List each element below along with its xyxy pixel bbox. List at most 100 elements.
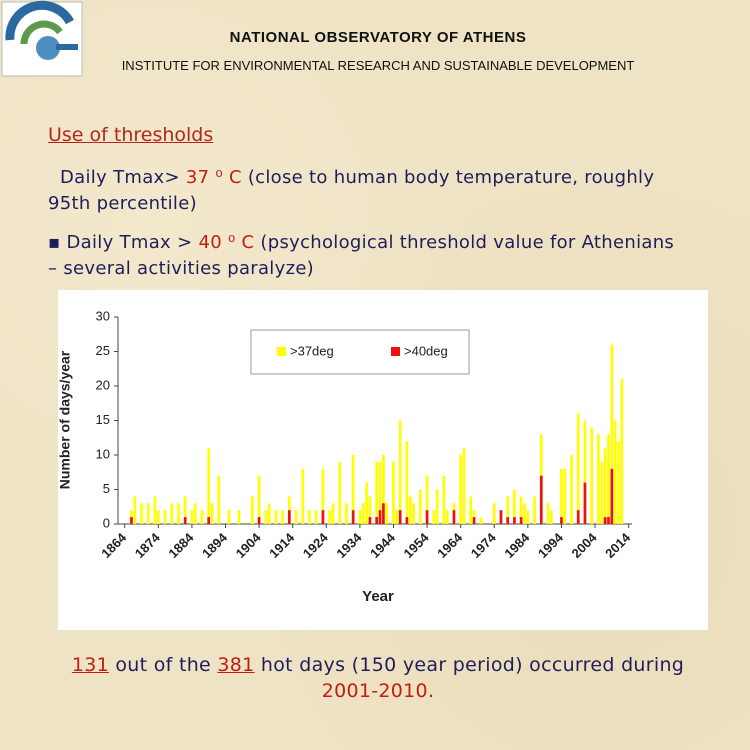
bar [398,510,402,524]
bar [351,510,355,524]
bar [301,468,305,524]
bar [130,510,133,524]
bar [610,468,614,524]
footer-text: out of the [109,654,218,676]
bar [435,489,439,524]
bar [183,496,187,524]
bullet-text: (psychological threshold value for Athen… [48,232,675,279]
bar [190,510,194,524]
count: 381 [217,654,255,676]
bar [600,461,604,524]
bar [287,510,291,524]
legend-label: >40deg [404,343,448,358]
x-tick-label: 1924 [300,529,332,561]
x-tick-label: 1914 [266,529,298,561]
bar [146,503,150,524]
x-axis-label: Year [362,588,394,605]
bar [472,510,476,524]
bar [314,510,318,524]
bar [257,517,261,524]
bar [445,510,449,524]
bar [550,510,553,524]
bullet-text: Daily Tmax> [60,167,186,188]
legend-swatch [391,347,400,356]
bar [462,448,466,524]
header-title: NATIONAL OBSERVATORY OF ATHENS [229,29,527,46]
bar [519,517,523,524]
y-tick-label: 20 [96,377,110,392]
bar [264,510,268,524]
bar [506,517,510,524]
bar [603,448,607,524]
legend-box [250,329,470,375]
x-tick-label: 2014 [602,529,634,561]
bar [472,517,476,524]
x-tick-label: 1874 [132,529,164,561]
bullet-text: (close to human body temperature, roughl… [48,167,655,214]
bar [617,441,620,524]
y-tick-label: 30 [96,308,110,323]
bar [419,489,422,524]
bar [492,503,496,524]
header-subtitle: INSTITUTE FOR ENVIRONMENTAL RESEARCH AND… [121,58,635,73]
bar [597,434,600,524]
x-tick-label: 1994 [535,529,567,561]
bar [163,510,167,524]
bar [607,517,610,524]
bar [425,475,429,524]
bar [607,434,610,524]
bar [405,441,409,524]
logo-arc [20,20,63,45]
bar [200,510,204,524]
bar [281,510,284,524]
bar [183,517,187,524]
bar [583,420,587,524]
bullet: ▪ Daily Tmax > 40 ⁰ C (psychological thr… [48,230,688,282]
y-tick-label: 10 [96,446,110,461]
bar [523,503,526,524]
bar [177,503,180,524]
bar [499,510,503,524]
bar [620,379,624,524]
bar [469,496,473,524]
bar [412,503,415,524]
count: 131 [71,654,109,676]
bar [382,503,385,524]
bar [207,448,211,524]
bullet: Daily Tmax> 37 ⁰ C (close to human body … [48,165,688,217]
bar [237,510,241,524]
bar [227,510,231,524]
bar [130,517,133,524]
bar [358,510,362,524]
bar [274,510,278,524]
bar [425,510,429,524]
bar [133,496,137,524]
bar [308,510,311,524]
heading: Use of thresholds [48,124,214,146]
bar [382,455,385,524]
bar [560,468,563,524]
bar [583,482,587,524]
logo-arc [5,0,74,41]
bar [398,420,402,524]
bar [533,496,536,524]
bar [328,510,331,524]
bar [452,510,456,524]
bar [251,496,254,524]
bar [257,475,261,524]
bar [361,503,365,524]
logo [1,0,83,77]
bar [156,510,160,524]
x-tick-label: 1944 [367,529,399,561]
logo-globe [36,36,60,60]
bar [613,420,617,524]
bar [193,503,197,524]
bar [408,496,412,524]
period: 2001-2010. [321,680,435,702]
x-tick-label: 1984 [501,529,533,561]
bar [217,475,221,524]
bar [170,503,174,524]
bar [570,455,573,524]
x-tick-label: 2004 [569,529,601,561]
bar [294,510,298,524]
